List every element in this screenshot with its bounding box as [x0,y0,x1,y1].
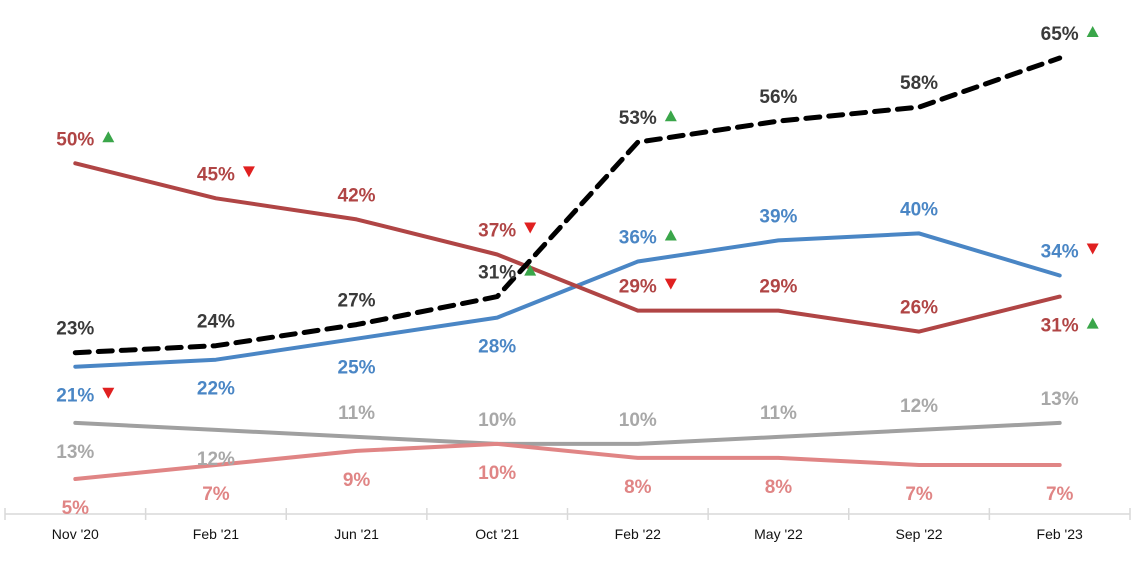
series-line-0 [72,55,1063,356]
data-label: 25% [338,358,376,379]
data-label: 24% [197,312,235,333]
data-label: 12% [900,396,938,417]
triangle-down-icon [102,387,115,399]
trend-markers [102,26,1099,399]
triangle-up-icon [524,264,537,276]
data-label: 28% [478,337,516,358]
series-line-2 [73,231,1062,369]
triangle-up-icon [1086,26,1099,37]
x-tick-label: Feb '22 [615,526,661,542]
triangle-up-icon [664,110,677,122]
triangle-up-icon [664,229,677,241]
data-label: 27% [338,291,376,312]
data-label: 26% [900,298,938,319]
data-label: 53% [619,108,657,129]
data-label: 13% [1041,389,1079,410]
data-label: 10% [478,463,516,484]
triangle-down-icon [664,278,677,290]
x-tick-label: Oct '21 [475,526,519,542]
data-labels: 23% 24% 27% 31% 53% 56% 58% 65% 50% 45% 42% 37% 29% 2… [56,24,1079,519]
triangle-down-icon [1086,243,1099,255]
triangle-down-icon [242,166,255,178]
data-label: 42% [338,185,376,206]
series-line-4 [73,441,1062,481]
x-tick-label: May '22 [754,526,803,542]
data-label: 11% [338,403,375,424]
triangle-up-icon [1086,317,1099,329]
data-label: 29% [759,277,797,298]
data-label: 45% [197,164,235,185]
data-label: 8% [624,477,652,498]
data-label: 9% [343,470,371,491]
data-label: 23% [56,319,94,340]
data-label: 22% [197,379,235,400]
data-label: 34% [1041,242,1079,263]
data-label: 10% [478,410,516,431]
data-label: 13% [56,442,94,463]
data-label: 31% [1041,316,1079,337]
data-label: 56% [759,87,797,108]
series-line-3 [73,420,1062,446]
data-label: 36% [619,227,657,248]
data-label: 39% [759,206,797,227]
data-label: 12% [197,449,235,470]
triangle-up-icon [102,131,115,143]
data-label: 7% [905,484,933,505]
x-axis: Nov '20 Feb '21 Jun '21 Oct '21 Feb '22 May '… [4,508,1131,542]
data-label: 65% [1041,24,1079,45]
series-lines [72,55,1063,481]
series-line-1 [73,161,1062,334]
data-label: 11% [760,403,797,424]
data-label: 50% [56,129,94,150]
x-tick-label: Nov '20 [52,526,99,542]
data-label: 29% [619,277,657,298]
data-label: 7% [202,484,230,505]
x-tick-label: Jun '21 [334,526,379,542]
data-label: 58% [900,73,938,94]
data-label: 5% [62,498,90,519]
data-label: 40% [900,199,938,220]
data-label: 7% [1046,484,1074,505]
data-label: 10% [619,410,657,431]
data-label: 37% [478,220,516,241]
data-label: 8% [765,477,793,498]
x-tick-label: Feb '23 [1037,526,1083,542]
x-tick-label: Feb '21 [193,526,239,542]
data-label: 21% [56,386,94,407]
data-label: 31% [478,263,516,284]
triangle-down-icon [524,222,537,234]
x-tick-label: Sep '22 [896,526,943,542]
